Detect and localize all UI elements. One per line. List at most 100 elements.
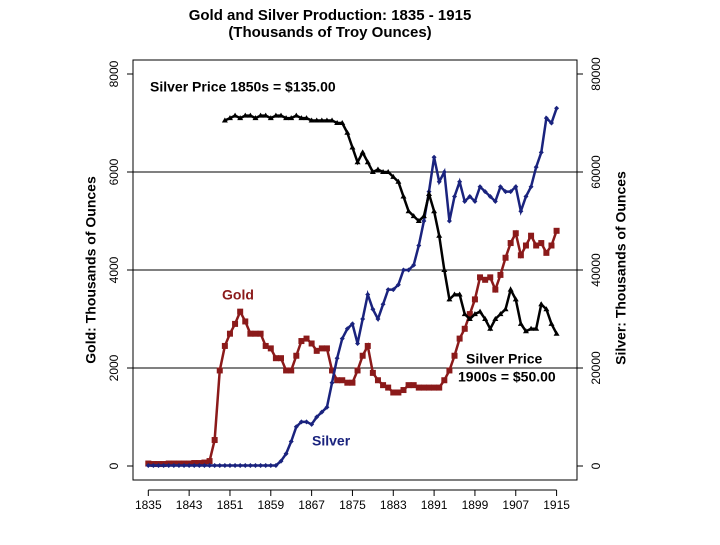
marker [206,458,213,465]
marker [263,462,269,468]
marker [522,242,529,249]
marker [492,315,499,321]
marker [318,345,325,352]
marker [242,462,248,468]
marker [400,267,406,273]
y-tick-label: 6000 [107,158,121,185]
marker [390,389,397,396]
marker [538,149,544,155]
marker [431,208,438,214]
marker [349,144,356,150]
marker [319,409,325,415]
marker [293,424,299,430]
marker [461,311,468,317]
marker [543,115,549,121]
marker [441,169,447,175]
marker [257,112,264,118]
marker [258,462,264,468]
marker [247,112,254,118]
marker [523,194,529,200]
marker [298,338,305,345]
marker [227,462,233,468]
y-axis-label: Gold: Thousands of Ounces [83,176,99,364]
marker [385,169,392,175]
marker [323,117,330,123]
marker [226,115,233,121]
marker [201,459,208,466]
marker [186,462,192,468]
y2-tick-label: 20000 [589,351,603,385]
marker [410,382,417,389]
marker [466,311,473,318]
annotation: Silver Price 1850s = $135.00 [150,79,336,95]
marker [313,347,320,354]
marker [405,208,412,214]
series-line [224,114,558,335]
series-line [148,229,558,466]
marker [538,240,545,247]
marker [446,367,453,374]
y2-tick-label: 60000 [589,155,603,189]
marker [416,243,422,249]
marker [528,184,534,190]
marker [339,377,346,384]
marker [313,117,320,123]
marker [451,291,458,297]
marker [283,115,290,121]
y-tick-label: 0 [107,462,121,469]
marker [156,462,162,468]
x-tick-label: 1907 [502,498,529,512]
marker [477,308,484,314]
annotation: Gold [222,287,254,303]
marker [278,355,284,362]
y2-tick-label: 80000 [589,57,603,91]
marker [554,105,560,111]
marker [339,120,346,126]
marker [278,112,284,118]
marker [415,384,422,391]
marker [492,286,499,293]
chart-title: Gold and Silver Production: 1835 - 1915 [189,7,472,24]
y2-tick-label: 0 [589,462,603,469]
marker [207,462,213,468]
marker [304,419,310,425]
marker [395,389,402,396]
marker [221,117,228,123]
marker [395,282,401,288]
marker [359,352,366,359]
marker [364,342,371,349]
marker [553,330,560,336]
marker [457,179,463,185]
y2-tick-label: 40000 [589,253,603,287]
marker [507,286,514,292]
marker [272,112,279,118]
marker [370,306,376,312]
marker [176,462,182,468]
marker [533,242,540,249]
marker [528,232,535,239]
marker [374,166,381,172]
marker [452,194,458,200]
marker [518,208,524,214]
marker [420,384,427,391]
marker [323,345,330,352]
marker [339,336,345,342]
marker [171,462,177,468]
marker [380,169,387,175]
annotation: Silver Price [466,351,542,367]
marker [161,462,167,468]
marker [252,462,258,468]
marker [482,189,488,195]
marker [298,115,305,121]
marker [482,276,489,283]
marker [191,462,197,468]
marker [472,198,478,204]
marker [267,345,274,352]
marker [288,438,294,444]
marker [420,213,427,219]
marker [268,462,274,468]
marker [395,178,402,184]
marker [436,232,443,238]
marker [451,352,458,359]
